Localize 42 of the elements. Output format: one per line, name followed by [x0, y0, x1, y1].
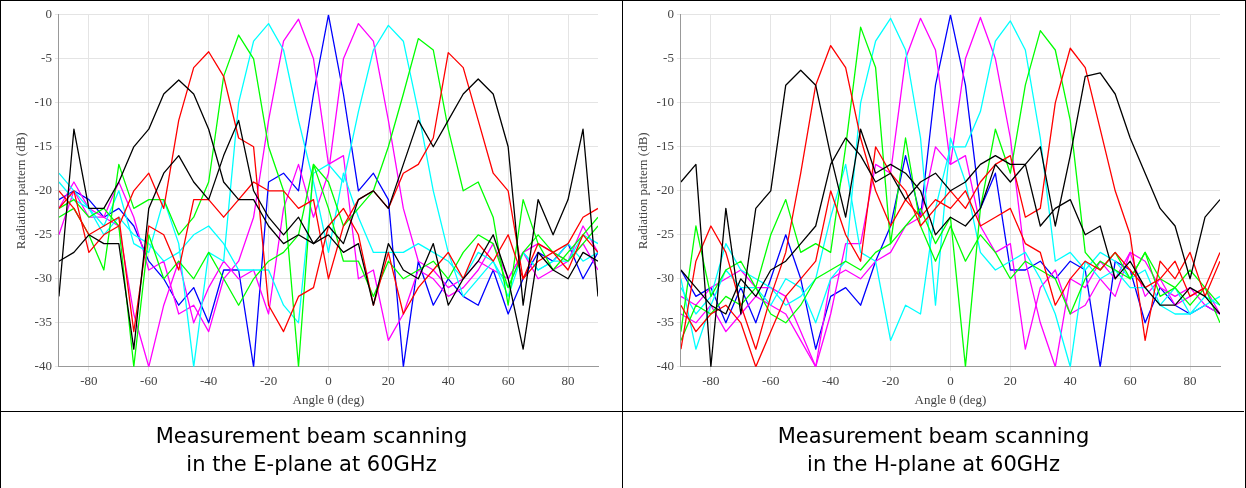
y-tick-label: -25 [656, 226, 674, 242]
y-axis-title: Radiation pattern (dB) [12, 132, 28, 250]
x-tick-label: -20 [881, 373, 899, 389]
x-tick-label: 0 [324, 373, 332, 389]
x-tick-label: -80 [79, 373, 98, 389]
x-tick-label: -60 [761, 373, 779, 389]
y-tick-label: -20 [656, 182, 674, 198]
x-tick-label: -40 [821, 373, 839, 389]
x-tick-label: 60 [1123, 373, 1137, 389]
x-tick-label: 40 [1063, 373, 1077, 389]
y-tick-label: -40 [34, 358, 52, 374]
y-tick-label: 0 [666, 6, 674, 22]
y-tick-label: -5 [662, 50, 674, 66]
x-tick-label: 60 [501, 373, 515, 389]
y-tick-label: -40 [656, 358, 674, 374]
x-tick-label: 80 [1183, 373, 1197, 389]
x-axis-title: Angle θ (deg) [292, 391, 364, 407]
y-tick-label: -35 [34, 314, 52, 330]
y-axis-title: Radiation pattern (dB) [634, 132, 650, 250]
y-tick-label: -15 [34, 138, 52, 154]
y-tick-label: 0 [44, 6, 52, 22]
y-tick-label: -15 [656, 138, 674, 154]
x-tick-label: -60 [139, 373, 157, 389]
x-axis-title: Angle θ (deg) [914, 391, 986, 407]
x-tick-label: 20 [381, 373, 395, 389]
y-tick-label: -10 [34, 94, 52, 110]
x-tick-label: 0 [946, 373, 954, 389]
y-tick-label: -30 [34, 270, 52, 286]
y-tick-label: -25 [34, 226, 52, 242]
y-tick-label: -20 [34, 182, 52, 198]
x-tick-label: -20 [259, 373, 277, 389]
y-tick-label: -35 [656, 314, 674, 330]
x-tick-label: -80 [701, 373, 720, 389]
y-tick-label: -5 [40, 50, 52, 66]
x-tick-label: 40 [441, 373, 455, 389]
text: Measurement beam scanning in the E-plane at 60GHz [154, 423, 469, 478]
x-tick-label: 80 [561, 373, 575, 389]
y-tick-label: -30 [656, 270, 674, 286]
x-tick-label: 20 [1003, 373, 1017, 389]
x-tick-label: -40 [199, 373, 217, 389]
text: Measurement beam scanning in the H-plane at 60GHz [776, 423, 1091, 478]
y-tick-label: -10 [656, 94, 674, 110]
